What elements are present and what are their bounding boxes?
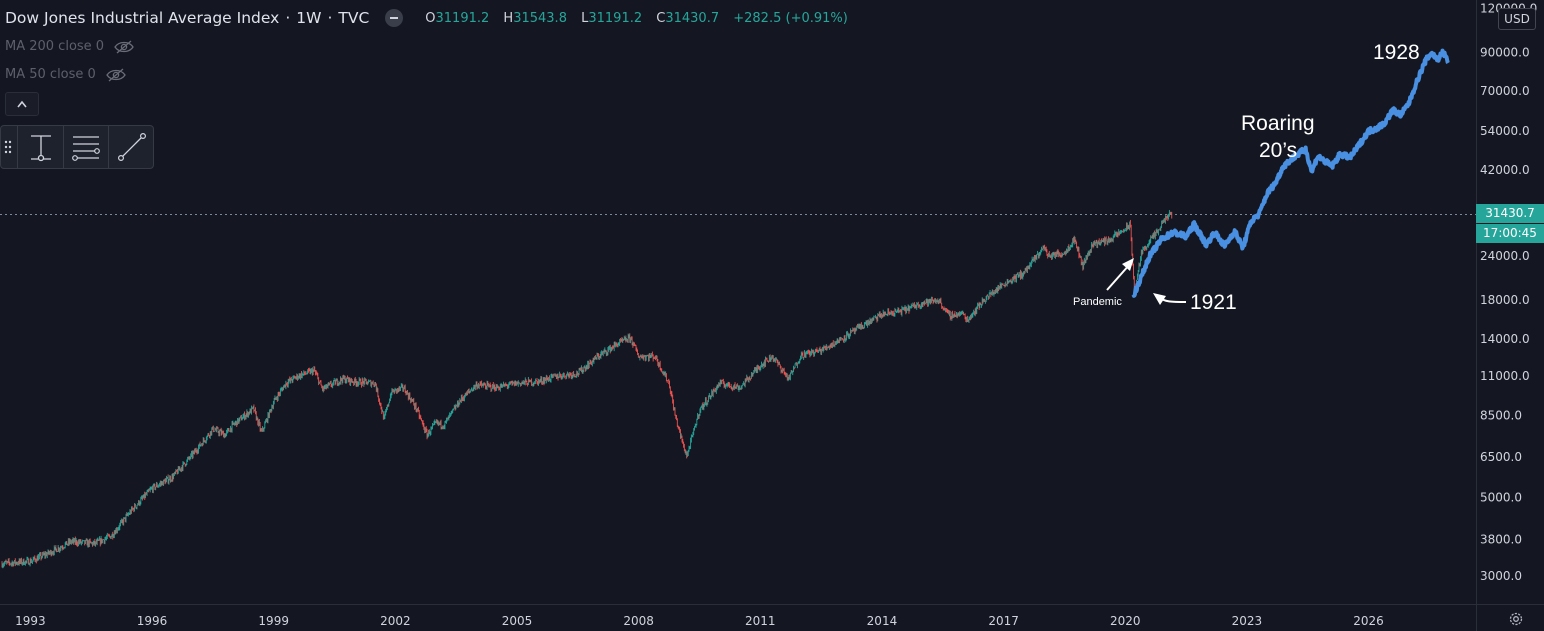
x-tick-label: 1993 [15,614,46,628]
x-tick-label: 2014 [867,614,898,628]
y-tick-label: 14000.0 [1480,332,1530,346]
x-tick-label: 2020 [1110,614,1141,628]
x-axis: 1993 1996 1999 2002 2005 2008 2011 2014 2017 2020… [15,614,1384,628]
y-tick-label: 3800.0 [1480,533,1522,547]
symbol-legend: Dow Jones Industrial Average Index · 1W … [5,9,858,27]
last-price-tag: 31430.7 [1476,204,1544,224]
eye-off-icon[interactable] [114,40,134,54]
x-tick-label: 2017 [988,614,1019,628]
trendline-icon[interactable] [109,126,153,168]
interval-label[interactable]: 1W [296,9,322,27]
status-minus-icon[interactable] [385,9,404,27]
currency-button[interactable]: USD [1498,8,1536,30]
ohlc-values: O31191.2 H31543.8 L31191.2 C31430.7 +282… [425,11,858,26]
lines-icon[interactable] [64,126,108,168]
y-tick-label: 70000.0 [1480,84,1530,98]
indicator-ma50[interactable]: MA 50 close 0 [5,67,126,82]
y-tick-label: 11000.0 [1480,369,1530,383]
annotation-1928: 1928 [1373,41,1420,64]
open-label: O [425,10,436,26]
close-value: 31430.7 [665,10,720,26]
x-tick-label: 1996 [137,614,168,628]
annotation-roaring: Roaring [1241,112,1315,135]
symbol-title[interactable]: Dow Jones Industrial Average Index [5,9,280,27]
arrow-1921 [1153,293,1187,305]
y-tick-label: 90000.0 [1480,46,1530,60]
chevron-up-icon [17,100,27,108]
annotation-20s: 20’s [1259,139,1297,162]
x-tick-label: 2008 [623,614,654,628]
price-series [1,210,1173,569]
indicator-label: MA 50 close 0 [5,67,96,82]
x-tick-label: 1999 [258,614,289,628]
low-label: L [581,10,589,26]
toolbar-divider [108,126,109,168]
open-value: 31191.2 [435,10,490,26]
annotation-1921: 1921 [1190,291,1237,314]
indicator-label: MA 200 close 0 [5,39,105,54]
x-tick-label: 2002 [380,614,411,628]
projection-series [1131,48,1450,298]
indicator-ma200[interactable]: MA 200 close 0 [5,39,134,54]
y-tick-label: 5000.0 [1480,490,1522,504]
y-tick-label: 24000.0 [1480,249,1530,263]
toolbar-divider [63,126,64,168]
x-tick-label: 2026 [1353,614,1384,628]
x-tick-label: 2011 [745,614,776,628]
eye-off-icon[interactable] [106,68,126,82]
close-label: C [656,10,666,26]
separator-dot: · [285,9,291,27]
pandemic-arrow [1106,258,1134,291]
separator-dot: · [327,9,333,27]
y-tick-label: 18000.0 [1480,293,1530,307]
projection-line [1131,48,1450,298]
annotation-pandemic: Pandemic [1073,296,1122,308]
drag-handle-icon[interactable] [4,140,12,154]
collapse-legend-button[interactable] [5,92,39,116]
high-value: 31543.8 [513,10,567,26]
exchange-label: TVC [338,9,370,27]
y-axis: 120000.090000.070000.054000.042000.02400… [1480,1,1537,583]
countdown-tag: 17:00:45 [1476,224,1544,244]
y-tick-label: 8500.0 [1480,409,1522,423]
x-tick-label: 2023 [1232,614,1263,628]
anchored-vwap-icon[interactable] [19,126,63,168]
toolbar-divider [17,126,18,168]
floating-drawing-toolbar[interactable] [0,125,154,169]
low-value: 31191.2 [588,10,643,26]
annotations-layer: 1928 Roaring 20’s Pandemic 1921 [1073,41,1420,314]
y-tick-label: 6500.0 [1480,450,1522,464]
x-tick-label: 2005 [502,614,533,628]
y-tick-label: 3000.0 [1480,569,1522,583]
change-value: +282.5 (+0.91%) [733,10,848,26]
gear-icon[interactable] [1507,610,1525,628]
y-tick-label: 42000.0 [1480,163,1530,177]
high-label: H [503,10,514,26]
y-tick-label: 54000.0 [1480,124,1530,138]
